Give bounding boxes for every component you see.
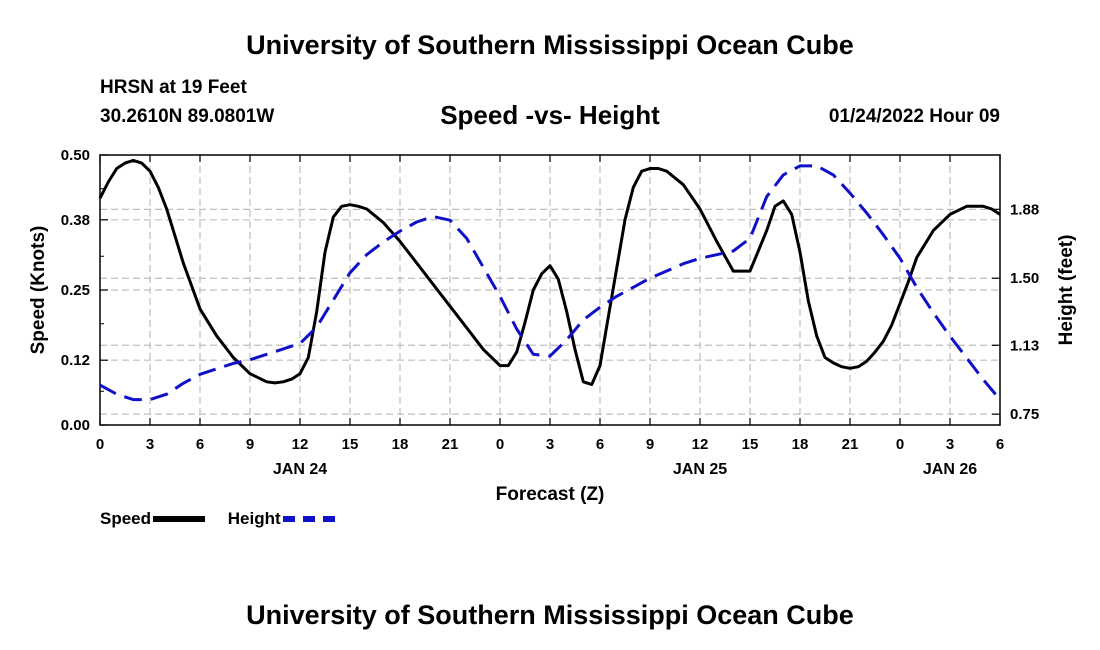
height-series-line	[99, 164, 1002, 402]
y-axis-left-label: Speed (Knots)	[28, 226, 49, 355]
x-tick-label: 15	[742, 436, 759, 453]
legend-height-swatch	[282, 516, 335, 522]
y-left-tick-label: 0.38	[61, 212, 90, 229]
legend-speed-label: Speed	[100, 509, 152, 528]
legend-height-label: Height	[227, 509, 281, 528]
station-name: HRSN at 19 Feet	[100, 77, 247, 98]
x-date-label: JAN 25	[673, 461, 727, 478]
x-tick-label: 0	[96, 436, 104, 453]
x-tick-label: 0	[896, 436, 904, 453]
x-tick-label: 6	[196, 436, 204, 453]
y-right-tick-label: 1.50	[1010, 270, 1039, 287]
series	[98, 158, 1002, 402]
x-tick-label: 9	[646, 436, 654, 453]
x-tick-label: 18	[392, 436, 409, 453]
legend-item-height: Height	[228, 509, 335, 529]
grid-lines	[100, 155, 1000, 425]
forecast-timestamp: 01/24/2022 Hour 09	[828, 106, 1000, 127]
speed-series-line	[98, 158, 1001, 386]
y-left-tick-label: 0.50	[61, 147, 90, 164]
y-left-tick-label: 0.25	[61, 282, 90, 299]
x-tick-label: 21	[842, 436, 859, 453]
y-right-tick-label: 1.88	[1010, 201, 1039, 218]
x-tick-label: 18	[792, 436, 809, 453]
x-tick-label: 3	[546, 436, 554, 453]
x-tick-label: 21	[442, 436, 459, 453]
x-tick-label: 6	[596, 436, 604, 453]
axes: 0 3 6 9 12 15 18 21 0 3 6 9 12 15 18 21 0 3 6 JAN 24 JAN 25 J…	[61, 147, 1039, 478]
x-axis-label: Forecast (Z)	[496, 484, 605, 505]
legend-speed-swatch	[153, 516, 206, 522]
x-tick-label: 3	[146, 436, 154, 453]
x-tick-label: 12	[292, 436, 309, 453]
x-tick-label: 6	[996, 436, 1004, 453]
x-tick-label: 0	[496, 436, 504, 453]
y-right-tick-label: 0.75	[1010, 406, 1039, 423]
x-tick-label: 15	[342, 436, 359, 453]
x-tick-label: 12	[692, 436, 709, 453]
main-title: University of Southern Mississippi Ocean…	[246, 30, 854, 60]
legend: Speed Height	[100, 509, 353, 529]
x-date-label: JAN 24	[273, 461, 327, 478]
x-tick-label: 3	[946, 436, 954, 453]
legend-item-speed: Speed	[100, 509, 206, 529]
x-date-label: JAN 26	[923, 461, 977, 478]
y-left-tick-label: 0.12	[61, 352, 90, 369]
y-axis-right-label: Height (feet)	[1056, 235, 1077, 346]
x-tick-label: 9	[246, 436, 254, 453]
station-coords: 30.2610N 89.0801W	[100, 106, 275, 127]
y-right-tick-label: 1.13	[1010, 337, 1039, 354]
footer-title: University of Southern Mississippi Ocean…	[246, 600, 854, 630]
chart-title: Speed -vs- Height	[440, 100, 660, 130]
y-left-tick-label: 0.00	[61, 417, 90, 434]
